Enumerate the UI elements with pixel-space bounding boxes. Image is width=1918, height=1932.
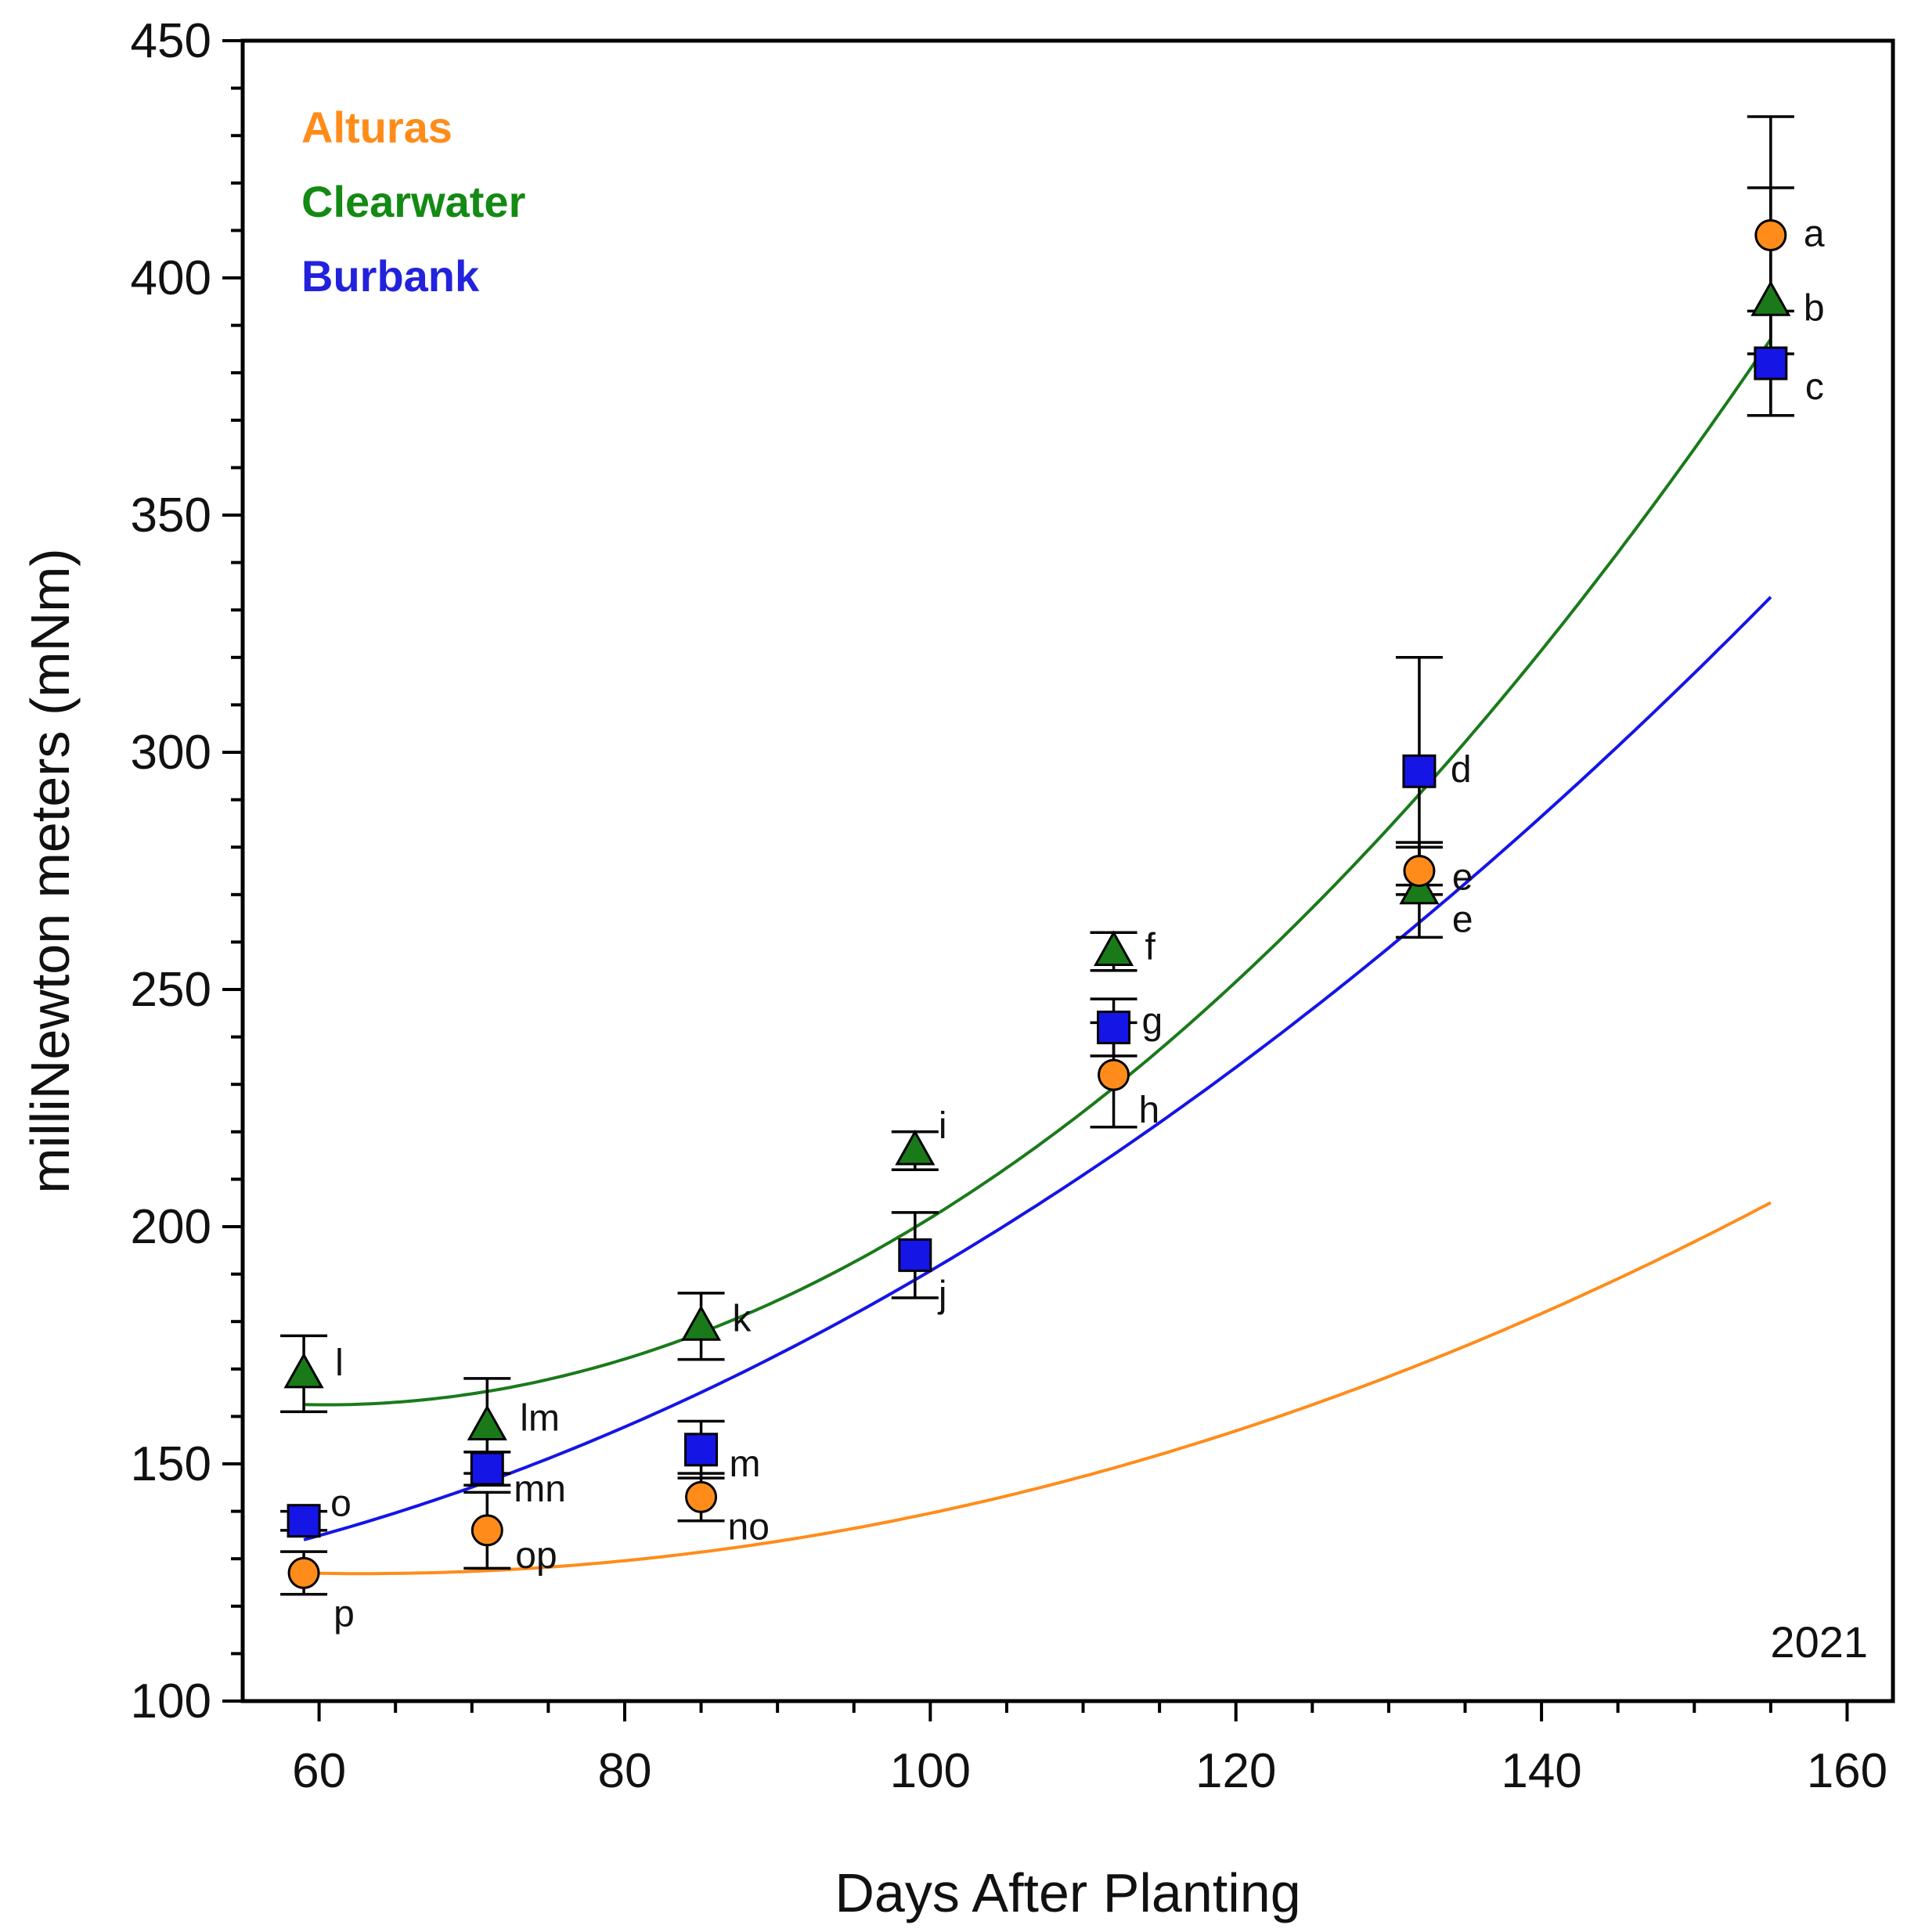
y-axis-title: milliNewton meters (mNm) [20, 548, 81, 1193]
point-labels: p op no h e a l lm k f e b i o mn m j g d c [330, 213, 1825, 1635]
data-point-clearwater [1399, 868, 1440, 905]
point-letter-label: e [1452, 899, 1473, 941]
point-letter-label: j [937, 1274, 947, 1315]
data-point-burbank [1402, 754, 1437, 788]
x-tick-label: 80 [597, 1744, 651, 1798]
x-tick-label: 100 [890, 1744, 971, 1798]
point-letter-label: h [1139, 1090, 1160, 1131]
point-letter-label: g [1142, 1000, 1163, 1042]
year-annotation: 2021 [1770, 1617, 1868, 1667]
y-tick-label: 250 [131, 963, 211, 1017]
point-letter-label: m [730, 1444, 761, 1485]
point-letter-label: a [1804, 213, 1825, 254]
y-tick-label: 350 [131, 488, 211, 542]
legend-entry-clearwater: Clearwater [301, 177, 525, 226]
point-letter-label: l [335, 1343, 344, 1384]
data-point-clearwater [1750, 280, 1791, 316]
axes: 60 80 100 120 140 160 100 150 200 250 300 350 400 450 [131, 14, 1888, 1798]
x-tick-label: 140 [1501, 1744, 1581, 1798]
data-point-alturas [685, 1480, 718, 1513]
data-markers [283, 218, 1791, 1589]
x-tick-label: 160 [1807, 1744, 1887, 1798]
point-letter-label: no [728, 1506, 770, 1548]
y-tick-label: 150 [131, 1437, 211, 1491]
fit-curves [303, 338, 1772, 1576]
data-point-burbank [1754, 346, 1788, 380]
x-tick-label: 60 [292, 1744, 346, 1798]
point-letter-label: op [515, 1535, 557, 1577]
data-point-alturas [1098, 1058, 1130, 1091]
y-tick-label: 300 [131, 726, 211, 780]
point-letter-label: k [733, 1298, 752, 1339]
point-letter-label: e [1452, 857, 1473, 899]
y-tick-label: 200 [131, 1200, 211, 1254]
data-point-burbank [287, 1504, 321, 1538]
legend: Alturas Clearwater Burbank [301, 103, 525, 301]
data-point-burbank [898, 1238, 932, 1272]
point-letter-label: mn [514, 1469, 566, 1510]
data-point-clearwater [895, 1129, 936, 1166]
x-axis-title: Days After Planting [835, 1862, 1300, 1923]
data-point-clearwater [1093, 930, 1134, 967]
y-tick-label: 400 [131, 251, 211, 305]
fit-curve-burbank [303, 596, 1772, 1541]
data-point-alturas [287, 1556, 320, 1589]
fit-curve-alturas [304, 1201, 1772, 1576]
point-letter-label: o [330, 1483, 352, 1525]
data-point-alturas [1754, 218, 1787, 251]
fit-curve-clearwater [304, 338, 1772, 1407]
legend-entry-burbank: Burbank [301, 251, 480, 301]
y-tick-label: 100 [131, 1674, 211, 1728]
point-letter-label: c [1805, 366, 1824, 408]
point-letter-label: i [939, 1105, 947, 1147]
point-letter-label: p [333, 1593, 355, 1635]
plot-area-frame [240, 38, 1895, 1703]
point-letter-label: lm [520, 1398, 560, 1440]
data-point-burbank [684, 1433, 719, 1467]
data-point-clearwater [467, 1404, 507, 1441]
y-tick-label: 450 [131, 14, 211, 68]
legend-entry-alturas: Alturas [301, 103, 452, 152]
point-letter-label: d [1451, 749, 1472, 791]
data-point-burbank [470, 1451, 504, 1486]
data-point-alturas [470, 1514, 503, 1547]
data-point-clearwater [680, 1305, 722, 1341]
data-point-burbank [1097, 1010, 1131, 1044]
data-point-clearwater [283, 1352, 324, 1389]
x-tick-label: 120 [1195, 1744, 1276, 1798]
data-point-alturas [1403, 855, 1436, 887]
point-letter-label: b [1804, 287, 1825, 329]
point-letter-label: f [1145, 927, 1156, 968]
